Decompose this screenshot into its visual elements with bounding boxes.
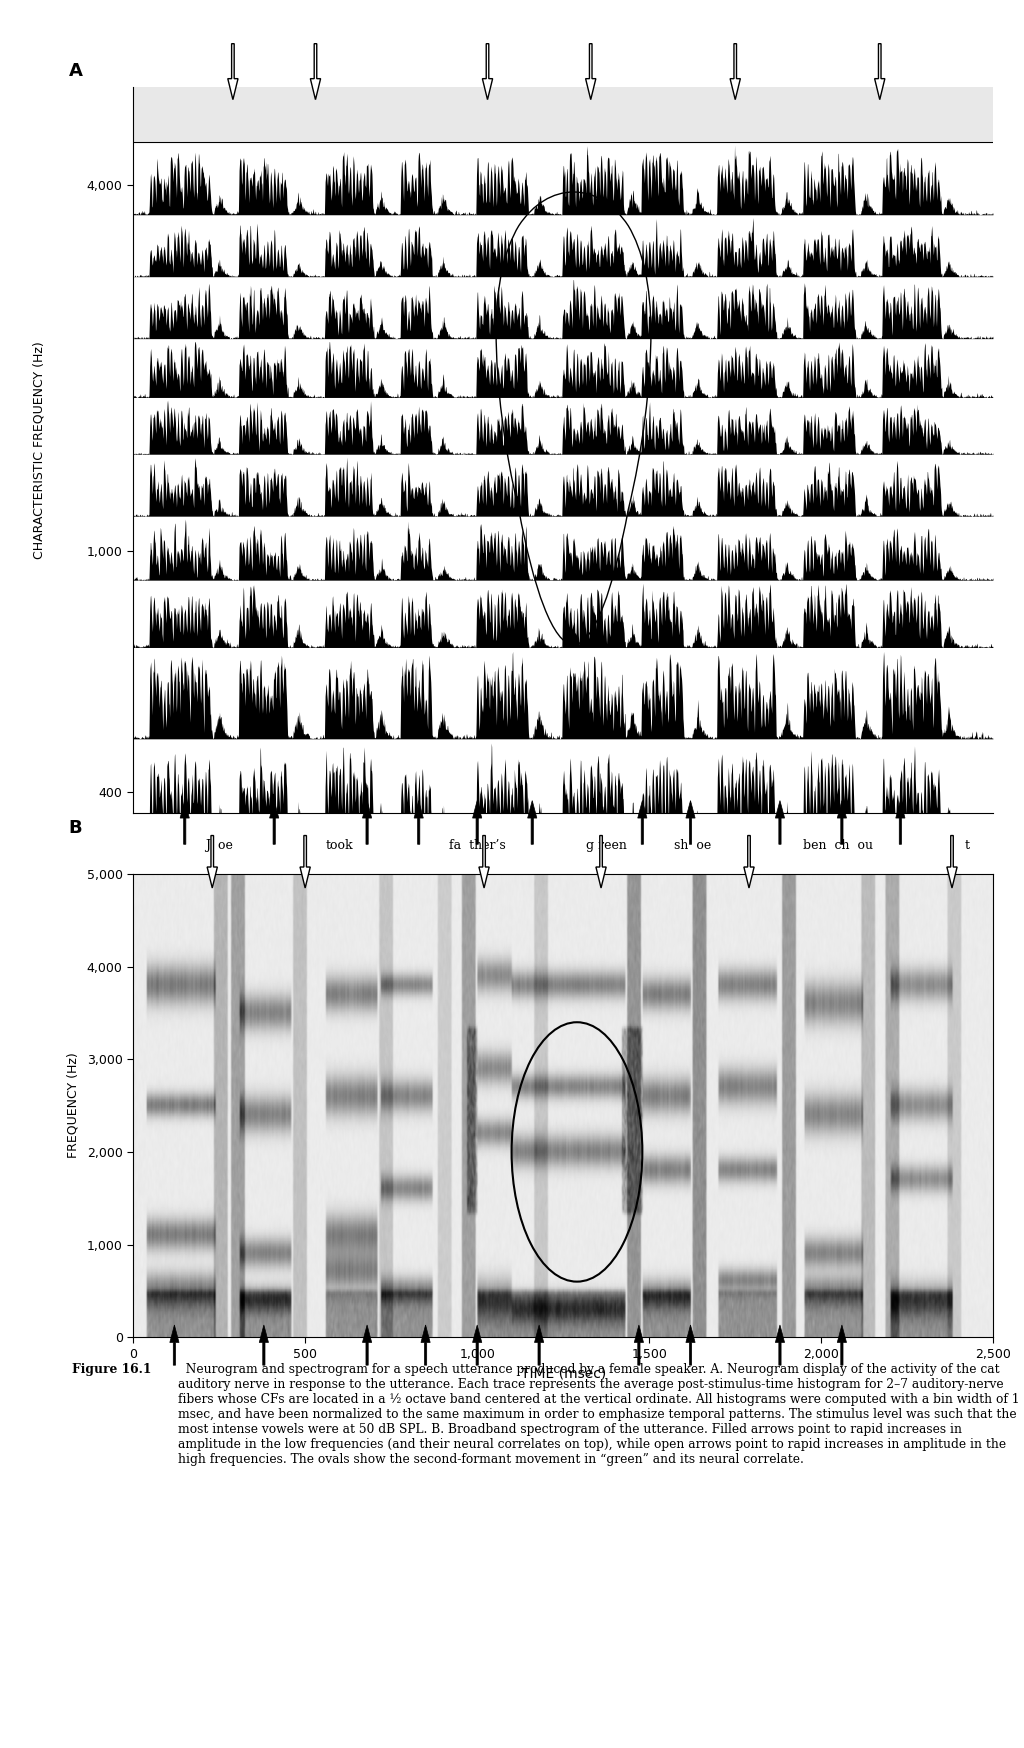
Bar — [133, 454, 993, 516]
Text: t: t — [965, 839, 970, 851]
Text: A: A — [69, 63, 83, 80]
Bar — [133, 739, 993, 836]
Text: g reen: g reen — [586, 839, 627, 851]
Bar — [133, 142, 993, 215]
Y-axis label: CHARACTERISTIC FREQUENCY (Hz): CHARACTERISTIC FREQUENCY (Hz) — [32, 341, 45, 559]
Text: J  oe: J oe — [205, 839, 233, 851]
Bar — [133, 276, 993, 339]
Bar — [133, 580, 993, 647]
Y-axis label: FREQUENCY (Hz): FREQUENCY (Hz) — [67, 1052, 80, 1159]
Bar — [133, 647, 993, 739]
Bar — [133, 215, 993, 276]
Text: B: B — [69, 820, 82, 837]
Text: sh  oe: sh oe — [674, 839, 711, 851]
X-axis label: TIME (msec): TIME (msec) — [520, 1367, 606, 1381]
Text: Neurogram and spectrogram for a speech utterance produced by a female speaker. A: Neurogram and spectrogram for a speech u… — [178, 1363, 1019, 1467]
Text: Figure 16.1: Figure 16.1 — [72, 1363, 152, 1376]
Bar — [133, 516, 993, 580]
Bar — [133, 397, 993, 454]
Text: fa  ther’s: fa ther’s — [449, 839, 506, 851]
Bar — [133, 339, 993, 397]
Text: ben  ch  ou: ben ch ou — [804, 839, 873, 851]
Text: took: took — [326, 839, 353, 851]
